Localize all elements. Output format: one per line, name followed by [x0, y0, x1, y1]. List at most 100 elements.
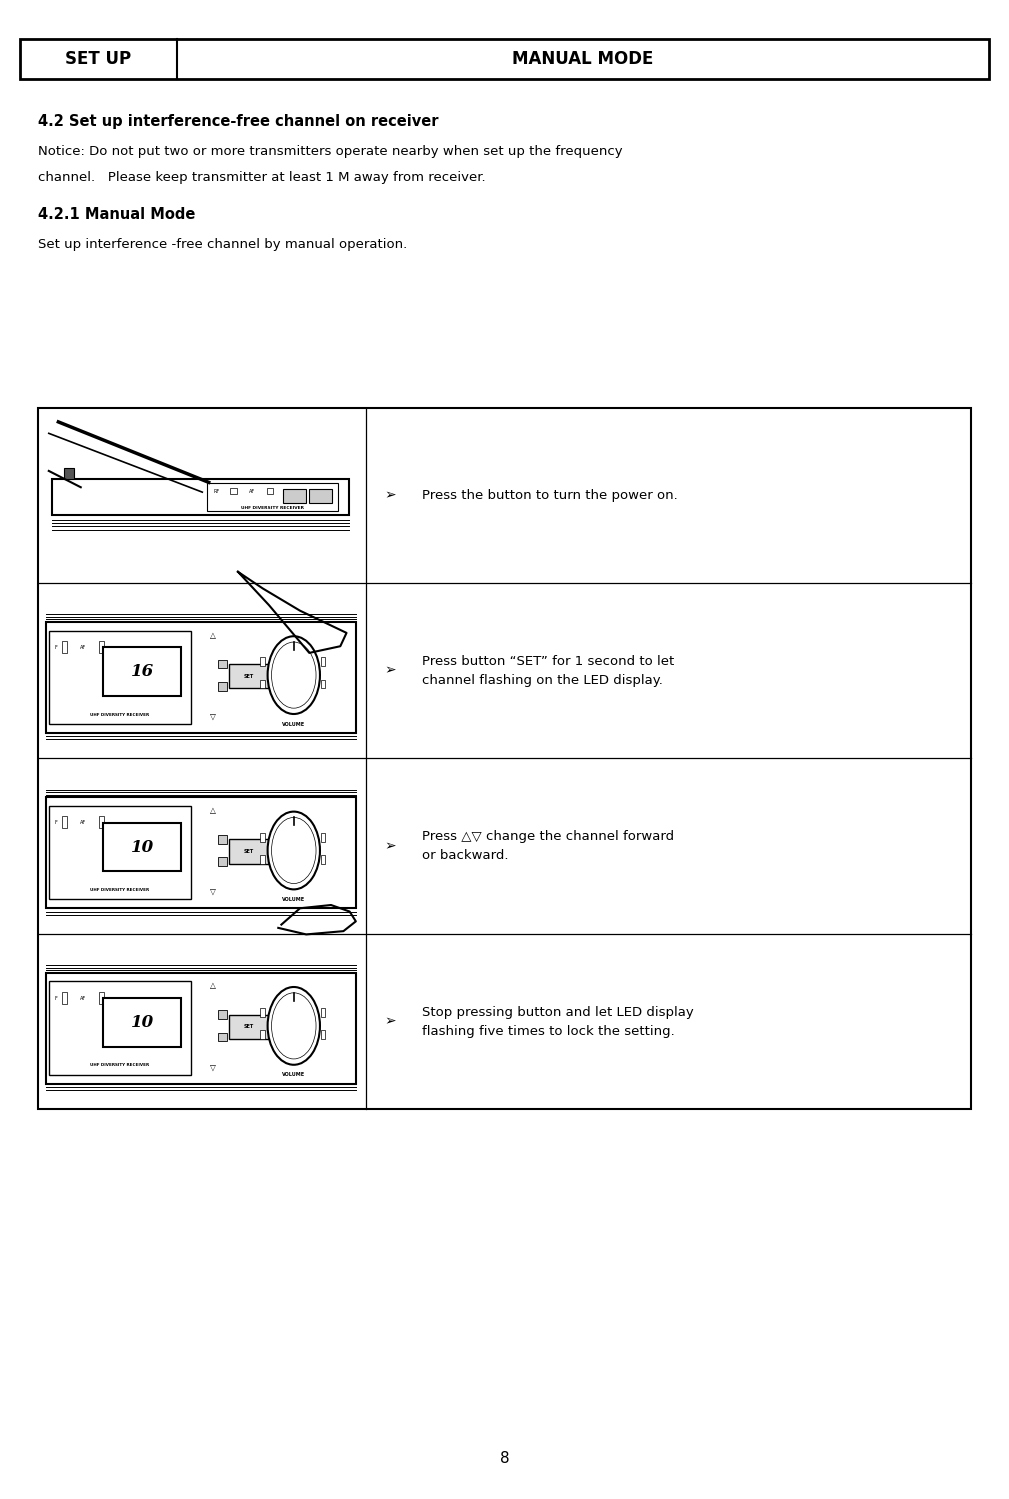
- Text: SET UP: SET UP: [66, 49, 131, 69]
- Bar: [270, 1033, 279, 1042]
- Text: Press the button to turn the power on.: Press the button to turn the power on.: [422, 489, 677, 502]
- Bar: [218, 835, 227, 844]
- Text: ➢: ➢: [384, 489, 397, 502]
- Bar: [270, 660, 279, 669]
- Bar: [230, 489, 237, 493]
- Text: 16: 16: [130, 663, 153, 681]
- Circle shape: [267, 636, 320, 714]
- Bar: [283, 489, 306, 504]
- Text: UHF DIVERSITY RECEIVER: UHF DIVERSITY RECEIVER: [91, 712, 149, 717]
- Text: Press △▽ change the channel forward
or backward.: Press △▽ change the channel forward or b…: [422, 830, 674, 862]
- Bar: [229, 1015, 269, 1039]
- Text: Stop pressing button and let LED display
flashing five times to lock the setting: Stop pressing button and let LED display…: [422, 1006, 693, 1037]
- Bar: [309, 489, 332, 504]
- Bar: [218, 682, 227, 691]
- Bar: [270, 835, 279, 844]
- Circle shape: [267, 811, 320, 889]
- Bar: [62, 992, 68, 1004]
- Text: SET: SET: [243, 673, 254, 679]
- Text: UHF DIVERSITY RECEIVER: UHF DIVERSITY RECEIVER: [240, 507, 304, 510]
- Bar: [62, 642, 68, 654]
- Text: 4.2.1 Manual Mode: 4.2.1 Manual Mode: [38, 207, 196, 222]
- Bar: [103, 823, 182, 871]
- Text: SET: SET: [243, 848, 254, 854]
- Bar: [207, 483, 338, 511]
- Text: UHF DIVERSITY RECEIVER: UHF DIVERSITY RECEIVER: [91, 887, 149, 892]
- Bar: [103, 998, 182, 1046]
- Text: Press button “SET” for 1 second to let
channel flashing on the LED display.: Press button “SET” for 1 second to let c…: [422, 655, 674, 687]
- Bar: [45, 973, 356, 1084]
- Bar: [270, 857, 279, 866]
- Text: MANUAL MODE: MANUAL MODE: [512, 49, 654, 69]
- Bar: [321, 679, 325, 688]
- Bar: [321, 854, 325, 863]
- Text: Set up interference -free channel by manual operation.: Set up interference -free channel by man…: [38, 238, 408, 252]
- Text: VOLUME: VOLUME: [283, 721, 306, 727]
- Circle shape: [271, 642, 316, 708]
- Text: channel.   Please keep transmitter at least 1 M away from receiver.: channel. Please keep transmitter at leas…: [38, 171, 486, 184]
- Text: F: F: [54, 645, 58, 651]
- Bar: [64, 468, 75, 480]
- Bar: [48, 982, 192, 1075]
- Text: 8: 8: [499, 1451, 510, 1466]
- Text: UHF DIVERSITY RECEIVER: UHF DIVERSITY RECEIVER: [91, 1063, 149, 1067]
- Text: F: F: [54, 820, 58, 826]
- Text: △: △: [210, 982, 216, 991]
- Bar: [20, 39, 989, 79]
- Text: ➢: ➢: [384, 1015, 397, 1028]
- Circle shape: [271, 817, 316, 883]
- Text: SET: SET: [243, 1024, 254, 1030]
- Text: ➢: ➢: [384, 839, 397, 853]
- Bar: [218, 857, 227, 866]
- Bar: [260, 658, 265, 666]
- Bar: [48, 806, 192, 899]
- Bar: [52, 480, 349, 516]
- Bar: [218, 1033, 227, 1042]
- Bar: [99, 642, 104, 654]
- Bar: [229, 664, 269, 688]
- Bar: [218, 660, 227, 669]
- Bar: [270, 682, 279, 691]
- Bar: [321, 1009, 325, 1016]
- Text: 4.2 Set up interference-free channel on receiver: 4.2 Set up interference-free channel on …: [38, 114, 439, 129]
- Bar: [45, 797, 356, 908]
- Circle shape: [267, 986, 320, 1064]
- Text: 10: 10: [130, 838, 153, 856]
- Bar: [99, 992, 104, 1004]
- Circle shape: [271, 992, 316, 1058]
- Bar: [260, 1030, 265, 1039]
- Bar: [218, 1010, 227, 1019]
- Text: AF: AF: [80, 645, 86, 651]
- Text: ▽: ▽: [210, 1063, 216, 1072]
- Text: VOLUME: VOLUME: [283, 896, 306, 902]
- Bar: [270, 1010, 279, 1019]
- Bar: [45, 622, 356, 733]
- Bar: [266, 489, 273, 493]
- Text: △: △: [210, 806, 216, 815]
- Bar: [229, 839, 269, 863]
- Text: Notice: Do not put two or more transmitters operate nearby when set up the frequ: Notice: Do not put two or more transmitt…: [38, 145, 623, 159]
- Text: RF: RF: [213, 489, 219, 493]
- Bar: [48, 631, 192, 724]
- Text: ▽: ▽: [210, 887, 216, 896]
- Text: 10: 10: [130, 1013, 153, 1031]
- Bar: [321, 658, 325, 666]
- Text: F: F: [54, 995, 58, 1001]
- Bar: [260, 854, 265, 863]
- Text: AF: AF: [248, 489, 254, 493]
- Bar: [103, 648, 182, 696]
- Text: △: △: [210, 631, 216, 640]
- Bar: [260, 1009, 265, 1016]
- Bar: [260, 833, 265, 841]
- Bar: [62, 817, 68, 829]
- Text: ▽: ▽: [210, 712, 216, 721]
- Bar: [99, 817, 104, 829]
- Bar: [38, 408, 971, 1109]
- Bar: [260, 679, 265, 688]
- Bar: [321, 1030, 325, 1039]
- Text: AF: AF: [80, 995, 86, 1001]
- Text: ➢: ➢: [384, 664, 397, 678]
- Text: VOLUME: VOLUME: [283, 1072, 306, 1078]
- Bar: [321, 833, 325, 841]
- Text: AF: AF: [80, 820, 86, 826]
